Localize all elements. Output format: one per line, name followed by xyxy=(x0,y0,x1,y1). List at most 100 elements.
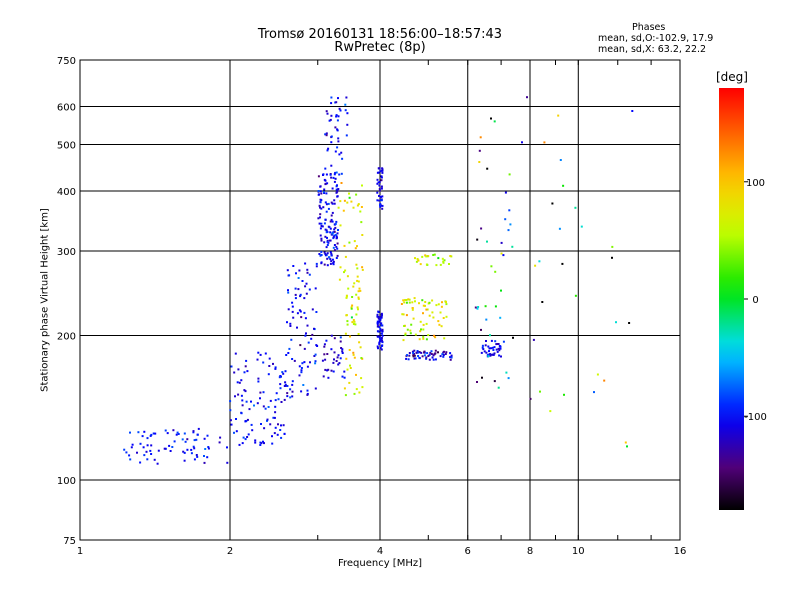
data-point xyxy=(346,320,349,323)
data-point xyxy=(195,438,198,441)
data-point xyxy=(313,327,315,330)
data-point xyxy=(408,301,411,304)
data-point xyxy=(291,383,294,386)
data-point xyxy=(449,356,452,359)
data-point xyxy=(279,429,282,431)
colorbar-tick-label: 100 xyxy=(746,178,765,189)
data-point xyxy=(480,227,483,230)
data-point xyxy=(244,390,247,393)
data-point xyxy=(282,424,285,427)
data-point xyxy=(274,411,277,414)
data-point xyxy=(352,323,355,325)
data-point xyxy=(418,356,421,359)
data-point xyxy=(145,450,148,453)
data-point xyxy=(301,280,304,282)
data-point xyxy=(424,301,427,303)
data-point xyxy=(353,240,356,243)
data-point xyxy=(353,356,356,359)
data-point xyxy=(377,325,379,328)
data-point xyxy=(428,353,431,356)
data-point xyxy=(324,228,327,231)
data-point xyxy=(338,173,341,176)
data-point xyxy=(334,150,337,153)
x-tick-label: 8 xyxy=(527,546,533,557)
data-point xyxy=(357,297,360,300)
phase-stats-o: mean, sd,O:-102.9, 17.9 xyxy=(598,33,714,44)
data-point xyxy=(340,172,343,175)
data-point xyxy=(507,229,510,232)
data-point xyxy=(339,200,342,203)
data-point xyxy=(326,244,329,246)
data-point xyxy=(245,400,248,403)
data-point xyxy=(413,354,416,357)
data-point xyxy=(123,448,126,451)
data-point xyxy=(611,245,614,248)
data-point xyxy=(500,355,502,358)
data-point xyxy=(319,185,322,188)
data-point xyxy=(361,268,364,271)
data-point xyxy=(326,369,329,372)
data-point xyxy=(245,359,248,362)
data-point xyxy=(291,390,294,393)
data-point xyxy=(330,260,333,263)
data-point xyxy=(329,258,332,261)
data-point xyxy=(306,324,309,327)
data-point xyxy=(129,458,132,461)
data-point xyxy=(425,338,428,341)
data-point xyxy=(497,386,500,389)
data-point xyxy=(355,293,358,296)
data-point xyxy=(335,188,338,191)
data-point xyxy=(250,423,253,426)
data-point xyxy=(338,278,341,281)
data-point xyxy=(352,319,355,321)
data-point xyxy=(562,184,565,187)
data-point xyxy=(433,253,436,256)
data-point xyxy=(355,313,358,316)
data-point xyxy=(417,259,420,262)
data-point xyxy=(358,341,361,344)
data-point xyxy=(476,381,478,383)
data-point xyxy=(300,316,303,319)
data-point xyxy=(324,235,327,238)
data-point xyxy=(253,404,255,407)
data-point xyxy=(551,202,554,205)
data-point xyxy=(422,335,425,338)
data-point xyxy=(314,360,317,363)
data-point xyxy=(264,352,267,355)
data-point xyxy=(496,350,499,353)
data-point xyxy=(495,348,498,351)
data-point xyxy=(628,322,631,324)
data-point xyxy=(306,389,309,392)
data-point xyxy=(305,282,308,285)
data-point xyxy=(336,356,339,359)
data-point xyxy=(379,328,382,331)
data-point xyxy=(379,340,381,343)
data-point xyxy=(235,430,238,433)
data-point xyxy=(499,347,502,350)
data-point xyxy=(329,251,332,254)
data-point xyxy=(318,253,321,255)
data-point xyxy=(325,192,328,195)
data-point xyxy=(297,277,300,279)
data-point xyxy=(196,433,199,436)
data-point xyxy=(335,220,338,223)
data-point xyxy=(294,297,297,300)
data-point xyxy=(439,355,442,358)
data-point xyxy=(380,332,383,335)
data-point xyxy=(317,217,320,220)
data-point xyxy=(125,451,128,454)
data-point xyxy=(274,399,277,402)
data-point xyxy=(237,368,240,371)
data-point xyxy=(266,418,269,421)
data-point xyxy=(277,398,280,401)
data-point xyxy=(485,351,488,354)
data-point xyxy=(481,346,484,349)
data-point xyxy=(326,240,329,243)
data-point xyxy=(259,353,262,356)
data-point xyxy=(441,353,444,356)
data-point xyxy=(142,446,145,449)
data-point xyxy=(381,168,384,171)
data-point xyxy=(195,454,198,456)
data-point xyxy=(303,361,306,364)
data-point xyxy=(476,238,479,241)
